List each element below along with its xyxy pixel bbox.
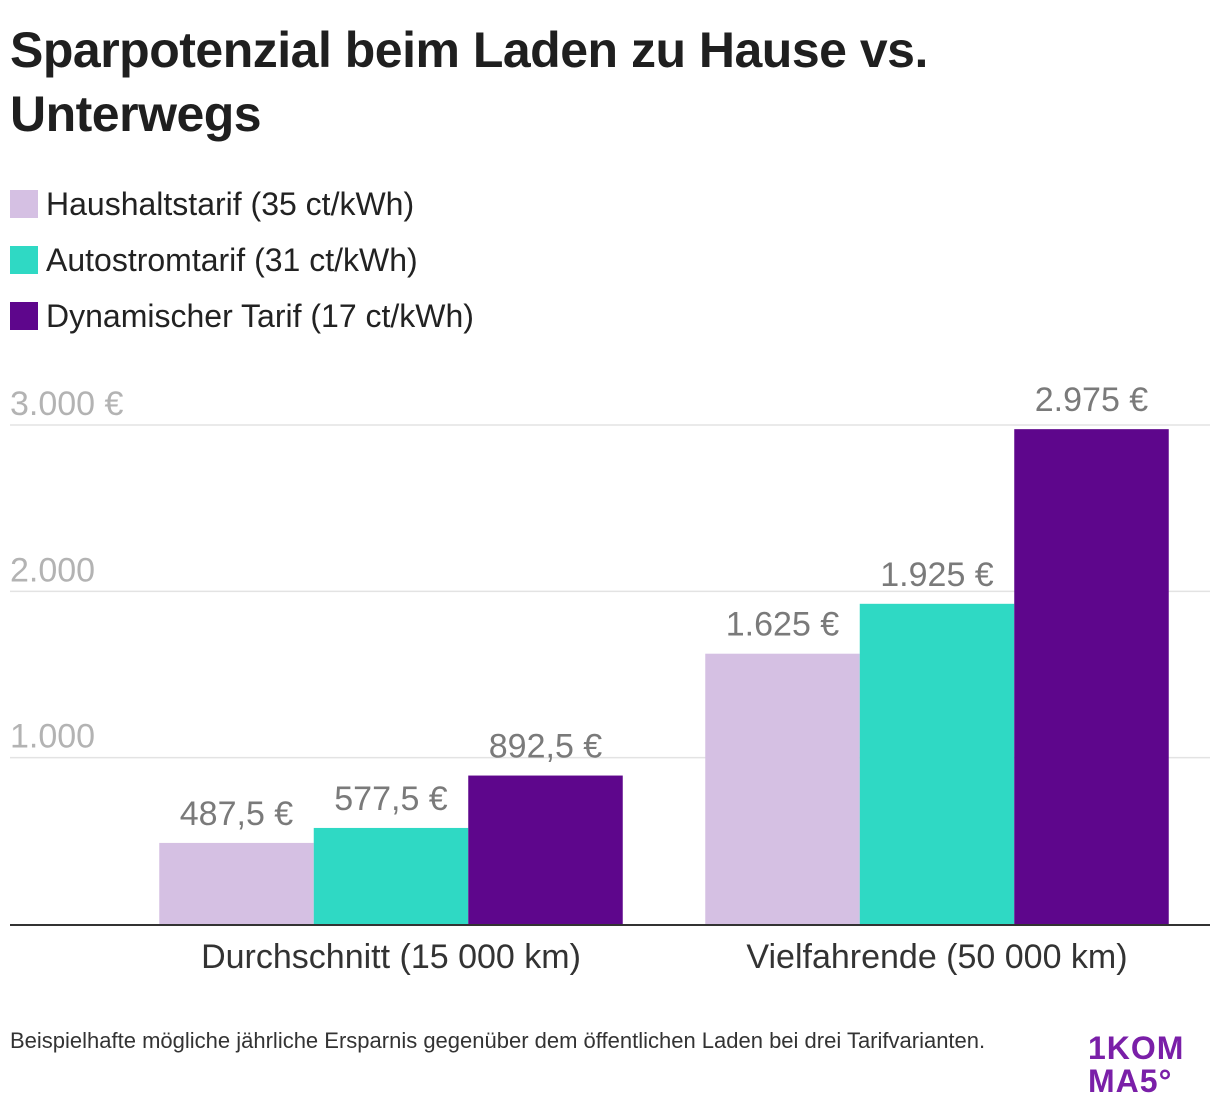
bar-2-2 [859,603,1015,924]
logo-line-2: MA5° [1088,1063,1173,1099]
data-label-3-2: 2.975 € [1035,381,1149,419]
bar-3-2 [1014,429,1169,924]
legend-label-dynamischer-tarif: Dynamischer Tarif (17 ct/kWh) [46,297,474,334]
bar-chart: 1.000 2.000 3.000 € 487,5 € 1.625 € 577,5 € 1.… [10,381,1210,976]
legend-label-haushaltstarif: Haushaltstarif (35 ct/kWh) [46,185,415,222]
legend-swatch-autostromtarif [10,246,38,274]
y-tick-label-2000: 2.000 [10,551,95,589]
data-label-1-2: 1.625 € [726,606,840,644]
x-category-label-1: Durchschnitt (15 000 km) [201,938,581,976]
brand-logo: 1KOM MA5° [1088,1032,1208,1098]
legend-label-autostromtarif: Autostromtarif (31 ct/kWh) [46,241,418,278]
data-label-1-1: 487,5 € [180,795,294,833]
bar-3-1 [468,775,623,924]
y-tick-label-3000: 3.000 € [10,385,124,423]
data-label-2-2: 1.925 € [880,556,994,594]
legend: Haushaltstarif (35 ct/kWh) Autostromtari… [10,176,474,344]
bar-2-1 [313,827,469,924]
legend-swatch-dynamischer-tarif [10,302,38,330]
chart-title: Sparpotenzial beim Laden zu Hause vs. Un… [10,22,928,142]
bar-1-1 [159,842,314,924]
bar-1-2 [705,653,860,924]
legend-item-dynamischer-tarif: Dynamischer Tarif (17 ct/kWh) [10,288,474,344]
data-label-3-1: 892,5 € [489,728,603,766]
legend-item-autostromtarif: Autostromtarif (31 ct/kWh) [10,232,474,288]
legend-swatch-haushaltstarif [10,190,38,218]
x-category-label-2: Vielfahrende (50 000 km) [746,938,1127,976]
data-label-2-1: 577,5 € [334,780,448,818]
legend-item-haushaltstarif: Haushaltstarif (35 ct/kWh) [10,176,474,232]
y-tick-label-1000: 1.000 [10,718,95,756]
footnote: Beispielhafte mögliche jährliche Ersparn… [10,1028,986,1053]
logo-line-1: 1KOM [1088,1030,1185,1066]
